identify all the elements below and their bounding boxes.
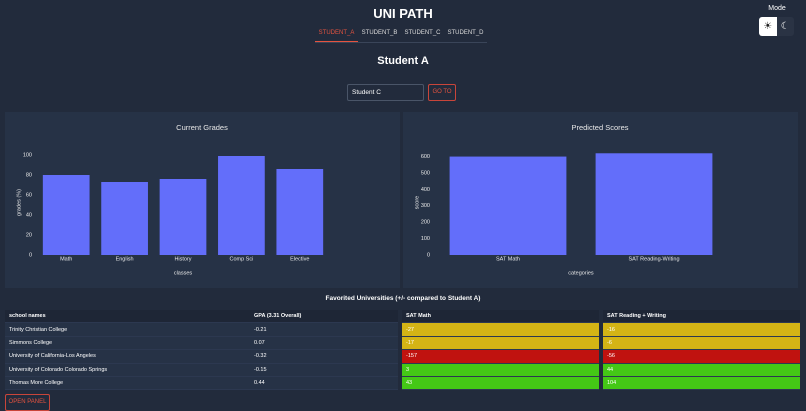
student-input[interactable]: Student C [347, 84, 424, 101]
table-row: University of Colorado Colorado Springs -… [5, 363, 398, 377]
table-cell: 3 [402, 363, 599, 377]
table-cell: University of Colorado Colorado Springs [5, 363, 250, 377]
y-tick-label: 60 [26, 192, 32, 198]
y-tick-label: 40 [26, 212, 32, 218]
table-cell: 43 [402, 376, 599, 391]
table-title: Favorited Universities (+/- compared to … [325, 295, 481, 302]
y-tick-label: 80 [26, 172, 32, 178]
chart-panel: Current Grades grades (%) classes 0 20 40 60 80… [5, 112, 400, 288]
column-header: school names [5, 310, 250, 324]
tab[interactable]: STUDENT_B [361, 30, 398, 36]
bar [42, 175, 90, 255]
table-row: -157 [402, 349, 599, 364]
y-tick-label: 20 [26, 232, 32, 238]
y-tick-label: 300 [421, 203, 430, 209]
light-mode[interactable]: ☀ [759, 17, 777, 36]
y-tick-label: 600 [421, 154, 430, 160]
x-axis-label: categories [568, 270, 594, 276]
table-cell: -56 [603, 349, 800, 364]
table-row: -27 [402, 322, 599, 337]
table-cell: 104 [603, 376, 800, 391]
x-axis-label: classes [174, 270, 193, 276]
table-cell: -27 [402, 322, 599, 337]
table-row: Trinity Christian College -0.21 [5, 322, 398, 337]
y-tick-label: 100 [421, 236, 430, 242]
y-tick-label: 100 [23, 152, 32, 158]
table-cell: -157 [402, 349, 599, 364]
y-axis-label: score [414, 196, 420, 209]
table-row: -6 [603, 336, 800, 351]
app-title: UNI PATH [373, 6, 433, 21]
table-cell: 0.07 [250, 336, 398, 351]
go-button[interactable]: GO TO [428, 84, 456, 101]
table-row: University of California-Los Angeles -0.3… [5, 349, 398, 364]
x-tick-label: Math [60, 256, 72, 262]
table-row: 43 [402, 376, 599, 391]
tab[interactable]: STUDENT_C [404, 30, 441, 36]
column-header: GPA (3.31 Overall) [250, 310, 398, 324]
chart-title: Current Grades [176, 123, 228, 132]
mode-label: Mode [768, 5, 786, 12]
x-tick-label: SAT Reading-Writing [628, 256, 679, 262]
open-panel-button[interactable]: OPEN PANEL [5, 394, 50, 411]
bar [276, 169, 324, 255]
table-cell: -0.21 [250, 322, 398, 337]
chart-title: Predicted Scores [571, 123, 628, 132]
table-cell: Simmons College [5, 336, 250, 351]
table-cell: Trinity Christian College [5, 322, 250, 337]
tab[interactable]: STUDENT_D [447, 30, 484, 36]
table-cell: -6 [603, 336, 800, 351]
y-tick-label: 200 [421, 220, 430, 226]
y-tick-label: 0 [29, 252, 32, 258]
x-tick-label: SAT Math [496, 256, 520, 262]
table-cell: 0.44 [250, 376, 398, 391]
table-cell: -16 [603, 322, 800, 337]
bar [159, 179, 207, 255]
chart: Current Grades grades (%) classes 0 20 40 60 80… [16, 123, 324, 276]
y-tick-label: 0 [427, 252, 430, 258]
header-row: SAT Reading + Writing [603, 310, 800, 324]
bar [595, 153, 713, 255]
table-cell: University of California-Los Angeles [5, 349, 250, 364]
table-row: -17 [402, 336, 599, 351]
student-heading: Student A [377, 55, 429, 67]
table-sat-rw: SAT Reading + Writing -16 -6 -56 44 104 [603, 310, 800, 391]
table-row: -56 [603, 349, 800, 364]
bar [218, 156, 265, 255]
table-row: 104 [603, 376, 800, 391]
tabs: STUDENT_A STUDENT_B STUDENT_C STUDENT_D [315, 27, 487, 43]
table-cell: Thomas More College [5, 376, 250, 391]
dark-mode[interactable]: ☾ [776, 17, 794, 36]
table-row: 3 [402, 363, 599, 377]
table-sat-math: SAT Math -27 -17 -157 3 43 [402, 310, 599, 391]
table-row: 44 [603, 363, 800, 377]
table-row: Thomas More College 0.44 [5, 376, 398, 391]
chart-panel: Predicted Scores score categories 0 100 200 30… [403, 112, 798, 288]
table-cell: -0.15 [250, 363, 398, 377]
x-tick-label: English [116, 256, 134, 262]
x-tick-label: Comp Sci [229, 256, 253, 262]
y-tick-label: 500 [421, 170, 430, 176]
y-tick-label: 400 [421, 187, 430, 193]
table-cell: 44 [603, 363, 800, 377]
table-row: Simmons College 0.07 [5, 336, 398, 351]
tab[interactable]: STUDENT_A [315, 27, 358, 42]
chart: Predicted Scores score categories 0 100 200 30… [414, 123, 713, 276]
bar [101, 182, 148, 255]
table-cell: -0.32 [250, 349, 398, 364]
column-header: SAT Reading + Writing [603, 310, 800, 324]
column-header: SAT Math [402, 310, 599, 324]
header-row: school names GPA (3.31 Overall) [5, 310, 398, 324]
bar [449, 156, 567, 255]
y-axis-label: grades (%) [16, 189, 22, 216]
header-row: SAT Math [402, 310, 599, 324]
table-row: -16 [603, 322, 800, 337]
x-tick-label: Elective [290, 256, 309, 262]
table-left: school names GPA (3.31 Overall) Trinity Ch… [5, 310, 398, 391]
table-cell: -17 [402, 336, 599, 351]
mode-toggle[interactable]: ☀ ☾ [759, 17, 794, 36]
x-tick-label: History [174, 256, 191, 262]
